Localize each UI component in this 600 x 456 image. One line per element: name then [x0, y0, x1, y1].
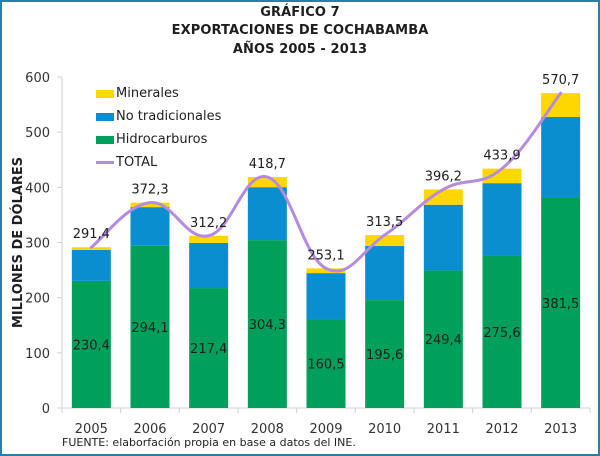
bar-minerales — [189, 235, 229, 243]
data-label-hidrocarburos: 294,1 — [131, 321, 168, 336]
bar-minerales — [365, 235, 405, 247]
data-label-total: 312,2 — [190, 216, 227, 231]
bar-minerales — [423, 189, 463, 205]
chart-subtitle-1: EXPORTACIONES DE COCHABAMBA — [171, 23, 429, 38]
data-label-hidrocarburos: 160,5 — [307, 358, 344, 373]
bar-no-tradicionales — [189, 242, 229, 289]
data-label-hidrocarburos: 230,4 — [73, 338, 110, 353]
bar-no-tradicionales — [541, 116, 581, 198]
bar-hidrocarburos — [130, 245, 170, 408]
y-tick-label: 200 — [25, 292, 50, 307]
y-tick-label: 600 — [25, 71, 50, 86]
x-tick-label: 2009 — [309, 422, 342, 437]
y-tick-label: 0 — [42, 402, 50, 417]
y-tick-label: 300 — [25, 237, 50, 252]
bar-minerales — [130, 202, 170, 208]
bar-minerales — [482, 168, 522, 184]
bar-hidrocarburos — [423, 270, 463, 408]
x-tick-label: 2011 — [427, 422, 460, 437]
x-tick-label: 2010 — [368, 422, 401, 437]
x-tick-label: 2005 — [75, 422, 108, 437]
bar-hidrocarburos — [306, 319, 346, 408]
x-tick-label: 2007 — [192, 422, 225, 437]
bar-hidrocarburos — [71, 280, 111, 408]
bar-minerales — [541, 93, 581, 117]
legend-label-minerales: Minerales — [116, 86, 179, 101]
y-tick-label: 100 — [25, 347, 50, 362]
legend-item-minerales: Minerales — [96, 82, 221, 105]
source-note: FUENTE: elaborfación propia en base a da… — [62, 436, 356, 449]
legend-label-hidrocarburos: Hidrocarburos — [116, 132, 208, 147]
data-label-total: 372,3 — [131, 183, 168, 198]
data-label-total: 570,7 — [542, 73, 579, 88]
data-label-total: 396,2 — [425, 169, 462, 184]
legend-swatch-no-tradicionales — [96, 112, 114, 121]
bar-no-tradicionales — [423, 204, 463, 271]
legend-swatch-minerales — [96, 89, 114, 98]
data-label-total: 291,4 — [73, 227, 110, 242]
bar-minerales — [247, 177, 287, 188]
y-tick-label: 500 — [25, 126, 50, 141]
bar-no-tradicionales — [306, 273, 346, 320]
bar-no-tradicionales — [365, 246, 405, 301]
bar-hidrocarburos — [247, 240, 287, 408]
bar-minerales — [306, 268, 346, 274]
y-tick-label: 400 — [25, 181, 50, 196]
legend-item-total: TOTAL — [96, 151, 221, 174]
legend-item-hidrocarburos: Hidrocarburos — [96, 128, 221, 151]
data-label-hidrocarburos: 304,3 — [249, 318, 286, 333]
bar-no-tradicionales — [71, 250, 111, 281]
y-axis-label: MILLONES DE DÓLARES — [10, 157, 26, 328]
legend-swatch-hidrocarburos — [96, 135, 114, 144]
data-label-total: 433,9 — [483, 149, 520, 164]
bar-no-tradicionales — [130, 207, 170, 246]
x-tick-label: 2008 — [251, 422, 284, 437]
legend: Minerales No tradicionales Hidrocarburos… — [96, 82, 221, 174]
data-label-hidrocarburos: 275,6 — [483, 326, 520, 341]
legend-item-no-tradicionales: No tradicionales — [96, 105, 221, 128]
data-label-hidrocarburos: 217,4 — [190, 342, 227, 357]
x-tick-label: 2012 — [485, 422, 518, 437]
legend-swatch-total — [96, 161, 114, 164]
data-label-hidrocarburos: 195,6 — [366, 348, 403, 363]
legend-label-total: TOTAL — [116, 155, 158, 170]
bar-hidrocarburos — [482, 255, 522, 408]
bar-no-tradicionales — [482, 183, 522, 256]
bar-hidrocarburos — [189, 288, 229, 408]
bar-hidrocarburos — [365, 300, 405, 408]
data-label-total: 418,7 — [249, 157, 286, 172]
legend-label-no-tradicionales: No tradicionales — [116, 109, 222, 124]
data-label-hidrocarburos: 381,5 — [542, 297, 579, 312]
chart-title: GRÁFICO 7 — [260, 5, 340, 20]
bar-no-tradicionales — [247, 187, 287, 241]
x-tick-label: 2006 — [133, 422, 166, 437]
x-tick-label: 2013 — [544, 422, 577, 437]
data-label-total: 313,5 — [366, 215, 403, 230]
data-label-total: 253,1 — [307, 248, 344, 263]
chart-subtitle-2: AÑOS 2005 - 2013 — [232, 42, 368, 57]
bar-hidrocarburos — [541, 197, 581, 408]
line-total — [89, 91, 563, 273]
data-label-hidrocarburos: 249,4 — [425, 333, 462, 348]
